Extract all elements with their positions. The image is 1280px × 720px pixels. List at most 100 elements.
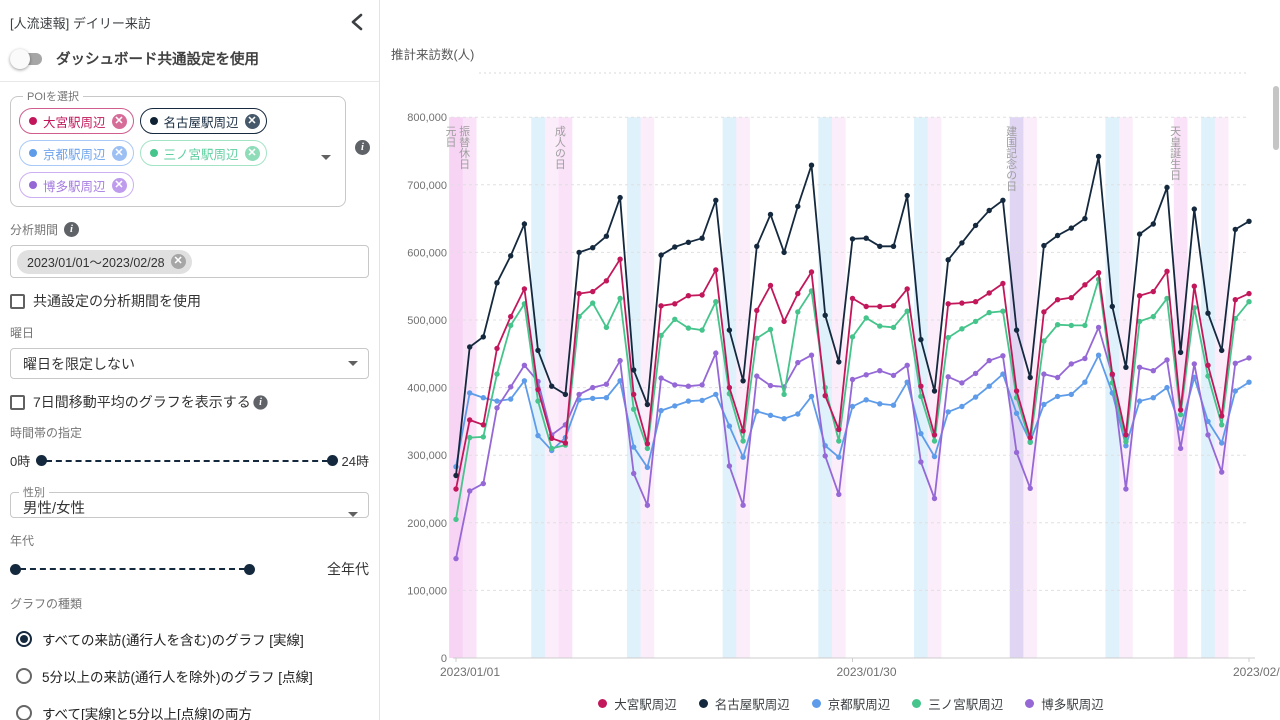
page-title: [人流速報] デイリー来訪 (10, 16, 151, 31)
svg-text:500,000: 500,000 (407, 315, 447, 327)
radio-label: すべての来訪(通行人を含む)のグラフ [実線] (42, 633, 304, 648)
radio-label: 5分以上の来訪(通行人を除外)のグラフ [点線] (42, 670, 313, 685)
svg-text:800,000: 800,000 (407, 112, 447, 124)
analysis-period-value: 2023/01/01〜2023/02/28 (27, 256, 165, 270)
svg-text:推計来訪数(人): 推計来訪数(人) (391, 47, 474, 62)
time-start-label: 0時 (10, 454, 31, 469)
chip-remove-icon[interactable]: ✕ (244, 145, 260, 161)
svg-text:100,000: 100,000 (407, 585, 447, 597)
daily-visits-line-chart: 元日 振替休日 成人の日 建国記念の日 天皇誕生日 0 100,000 200,000 300,… (381, 0, 1280, 720)
poi-dropdown-caret-icon[interactable] (321, 155, 331, 160)
svg-text:元日: 元日 (444, 125, 457, 147)
graph-type-label: グラフの種類 (10, 597, 83, 611)
svg-text:成人の日: 成人の日 (553, 125, 566, 169)
poi-chip[interactable]: 三ノ宮駅周辺 ✕ (139, 140, 267, 166)
chip-label: 三ノ宮駅周辺 (163, 147, 239, 162)
legend-item: 三ノ宮駅周辺 (912, 694, 1003, 713)
time-range-label: 時間帯の指定 (10, 426, 83, 440)
time-slider-handle-left[interactable] (36, 455, 48, 466)
analysis-period-info-icon[interactable]: i (64, 222, 80, 237)
poi-info-icon[interactable]: i (355, 140, 370, 155)
analysis-period-chip: 2023/01/01〜2023/02/28 ✕ (17, 249, 192, 274)
gender-value: 男性/女性 (23, 501, 86, 517)
radio-icon (16, 705, 32, 720)
weekday-caret-icon (348, 361, 358, 366)
moving-average-checkbox[interactable]: 7日間移動平均のグラフを表示する i (10, 392, 369, 412)
legend-item: 大宮駅周辺 (598, 694, 677, 713)
chip-label: 大宮駅周辺 (43, 115, 106, 130)
svg-text:700,000: 700,000 (407, 180, 447, 192)
use-common-period-checkbox[interactable]: 共通設定の分析期間を使用 (10, 291, 369, 311)
svg-text:300,000: 300,000 (407, 450, 447, 462)
radio-icon (16, 631, 32, 647)
svg-text:600,000: 600,000 (407, 247, 447, 259)
chip-label: 名古屋駅周辺 (163, 115, 239, 130)
graph-type-radio-0[interactable]: すべての来訪(通行人を含む)のグラフ [実線] (10, 629, 369, 649)
chevron-left-icon (351, 13, 363, 31)
chip-color-dot (149, 149, 158, 157)
legend-color-dot (598, 699, 608, 708)
poi-chip[interactable]: 博多駅周辺 ✕ (19, 172, 134, 198)
age-slider-track (20, 568, 245, 570)
checkbox-label: 共通設定の分析期間を使用 (33, 293, 201, 309)
chip-label: 博多駅周辺 (43, 179, 106, 194)
dashboard-common-settings-toggle[interactable] (10, 48, 44, 69)
chip-remove-icon[interactable]: ✕ (111, 145, 127, 161)
chip-remove-icon[interactable]: ✕ (111, 177, 127, 193)
scrollbar-thumb[interactable] (1273, 86, 1279, 150)
poi-chip[interactable]: 名古屋駅周辺 ✕ (139, 108, 267, 134)
chip-label: 京都駅周辺 (43, 147, 106, 162)
age-slider-handle-left[interactable] (10, 563, 21, 575)
analysis-period-input[interactable]: 2023/01/01〜2023/02/28 ✕ (10, 245, 369, 278)
collapse-sidebar-button[interactable] (345, 10, 369, 34)
weekday-select[interactable]: 曜日を限定しない (10, 348, 369, 379)
time-slider-handle-right[interactable] (326, 455, 338, 466)
radio-label: すべて[実線]と5分以上[点線]の両方 (42, 707, 253, 720)
svg-text:2023/02/28: 2023/02/28 (1233, 665, 1280, 679)
chip-remove-icon[interactable]: ✕ (244, 113, 260, 129)
legend-item: 博多駅周辺 (1025, 694, 1104, 713)
svg-text:天皇誕生日: 天皇誕生日 (1169, 125, 1182, 180)
graph-type-radio-2[interactable]: すべて[実線]と5分以上[点線]の両方 (10, 703, 369, 720)
legend-color-dot (811, 699, 821, 708)
legend-color-dot (912, 699, 922, 708)
remove-period-icon[interactable]: ✕ (170, 254, 186, 269)
chip-color-dot (29, 181, 37, 189)
analysis-period-label: 分析期間 (10, 223, 59, 237)
graph-type-radio-1[interactable]: 5分以上の来訪(通行人を除外)のグラフ [点線] (10, 666, 369, 686)
legend-label: 京都駅周辺 (827, 698, 891, 712)
toggle-label: ダッシュボード共通設定を使用 (56, 52, 259, 68)
legend-label: 名古屋駅周辺 (714, 698, 790, 712)
time-range-slider: 0時 24時 (10, 451, 369, 470)
poi-chip[interactable]: 大宮駅周辺 ✕ (19, 108, 134, 134)
radio-icon (16, 668, 32, 684)
weekday-value: 曜日を限定しない (23, 355, 135, 372)
legend-label: 博多駅周辺 (1041, 698, 1104, 712)
graph-type-radio-group: すべての来訪(通行人を含む)のグラフ [実線] 5分以上の来訪(通行人を除外)のグ… (10, 629, 369, 720)
gender-caret-icon (348, 512, 358, 517)
svg-text:200,000: 200,000 (407, 518, 447, 530)
age-slider-handle-right[interactable] (244, 563, 255, 575)
legend-label: 大宮駅周辺 (614, 698, 677, 712)
moving-average-info-icon[interactable]: i (253, 394, 268, 410)
time-end-label: 24時 (341, 454, 369, 469)
settings-sidebar: [人流速報] デイリー来訪 ダッシュボード共通設定を使用 POIを選択 大宮駅周… (0, 0, 380, 720)
toggle-thumb (10, 48, 30, 69)
gender-label: 性別 (23, 487, 45, 499)
poi-select-label: POIを選択 (27, 91, 79, 103)
chart-legend: 大宮駅周辺 名古屋駅周辺 京都駅周辺 三ノ宮駅周辺 博多駅周辺 (456, 694, 1246, 713)
chip-color-dot (29, 149, 37, 157)
svg-text:0: 0 (441, 653, 447, 665)
checkbox-label: 7日間移動平均のグラフを表示する (33, 394, 251, 410)
checkbox-box (10, 394, 25, 410)
svg-text:建国記念の日: 建国記念の日 (1005, 124, 1018, 191)
gender-select[interactable]: 性別 男性/女性 (10, 484, 369, 518)
chip-remove-icon[interactable]: ✕ (111, 113, 127, 129)
svg-text:振替休日: 振替休日 (458, 124, 471, 169)
legend-label: 三ノ宮駅周辺 (928, 698, 1004, 712)
poi-select-fieldset[interactable]: POIを選択 大宮駅周辺 ✕ 名古屋駅周辺 ✕ 京都駅周辺 ✕ 三ノ宮駅周辺 ✕ 博多駅周辺 ✕ (10, 88, 346, 207)
chip-color-dot (29, 117, 37, 125)
poi-chip-list: 大宮駅周辺 ✕ 名古屋駅周辺 ✕ 京都駅周辺 ✕ 三ノ宮駅周辺 ✕ 博多駅周辺 ✕ (19, 108, 289, 198)
svg-text:2023/01/01: 2023/01/01 (440, 665, 500, 679)
poi-chip[interactable]: 京都駅周辺 ✕ (19, 140, 134, 166)
